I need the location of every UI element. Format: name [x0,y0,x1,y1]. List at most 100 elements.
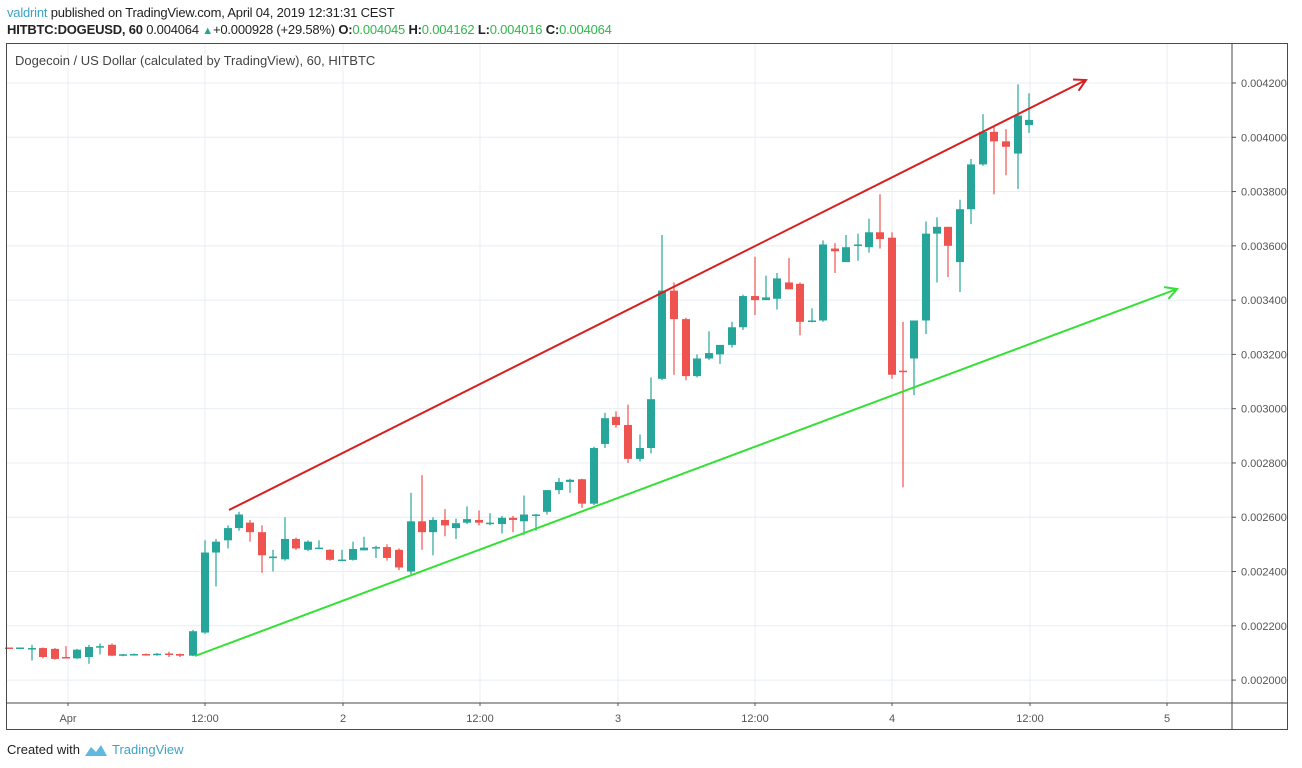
candle [418,475,426,550]
candle [944,226,952,278]
arrowhead-icon [1163,286,1179,300]
y-tick-label: 0.003800 [1241,187,1287,199]
candle [555,477,563,495]
candle [28,644,36,661]
chart-axes: 0.004200 0.004000 0.003800 0.003600 0.003400… [7,44,1288,730]
x-tick-label: 12:00 [741,713,769,725]
candle [246,519,254,542]
candle [130,653,138,656]
tradingview-logo-icon [84,744,107,756]
candle [831,243,839,273]
candle [441,509,449,537]
candle [842,234,850,263]
candle [509,515,517,533]
candle [888,232,896,379]
candle [796,282,804,336]
candle [773,272,781,310]
x-tick-label: 2 [340,713,346,725]
candle [39,647,47,659]
y-tick-label: 0.002600 [1241,512,1287,524]
candle [636,434,644,462]
high-label: H: [408,22,422,37]
candle [326,549,334,561]
chart-frame [6,43,1288,730]
candle [899,321,907,488]
candle [762,275,770,301]
x-tick-label: 12:00 [191,713,219,725]
arrowhead-icon [1072,78,1088,92]
candle [360,536,368,551]
candle [543,490,551,515]
candle [876,194,884,249]
candle [498,515,506,534]
candle [808,308,816,323]
candle [73,648,81,659]
upper-resistance-line[interactable] [228,78,1088,511]
low-value: 0.004016 [489,22,543,37]
tradingview-link[interactable]: TradingView [111,742,184,757]
candle [304,540,312,552]
y-tick-label: 0.003000 [1241,404,1287,416]
candle [176,653,184,658]
candle [201,540,209,634]
y-tick-label: 0.002000 [1241,675,1287,687]
candle [224,525,232,549]
created-with-text: Created with [7,742,80,757]
y-tick-label: 0.003600 [1241,241,1287,253]
candle [819,240,827,322]
candle [990,126,998,195]
candle [338,549,346,562]
candle [682,317,690,381]
candle [693,354,701,378]
symbol-name: HITBTC:DOGEUSD, 60 [7,22,143,37]
trendlines[interactable] [194,78,1179,657]
candle [395,548,403,571]
candle [739,294,747,330]
candle [670,282,678,375]
candle [5,647,13,650]
candle [910,320,918,396]
y-tick-label: 0.002200 [1241,621,1287,633]
candle [590,446,598,506]
x-tick-label: 12:00 [466,713,494,725]
low-label: L: [477,22,490,37]
candle [1002,129,1010,176]
lower-support-line[interactable] [194,286,1179,657]
candle [292,537,300,550]
candle [16,647,24,650]
footer: Created with TradingView [7,742,184,757]
candle [486,513,494,526]
candle [705,331,713,360]
candle [463,506,471,525]
candle [475,510,483,526]
candle [372,545,380,558]
candle [429,517,437,556]
candle [51,648,59,660]
candle [258,525,266,573]
y-tick-label: 0.004200 [1241,78,1287,90]
candle [865,218,873,253]
candle [624,404,632,463]
x-tick-label: 3 [615,713,621,725]
y-tick-label: 0.004000 [1241,132,1287,144]
chart-legend: Dogecoin / US Dollar (calculated by Trad… [15,53,376,68]
candle [785,258,793,290]
published-text: published on TradingView.com, April 04, … [47,5,395,20]
candle [349,541,357,561]
candle [142,653,150,656]
x-tick-label: 12:00 [1016,713,1044,725]
candle [1014,84,1022,189]
candlestick-series [5,84,1033,664]
candle [108,643,116,657]
x-tick-label: Apr [59,713,76,725]
publish-info: valdrint published on TradingView.com, A… [7,5,395,20]
x-tick-label: 5 [1164,713,1170,725]
candle [612,411,620,428]
candle [407,492,415,575]
close-value: 0.004064 [559,22,612,37]
author-link[interactable]: valdrint [7,5,48,20]
candle [566,478,574,493]
candle [165,651,173,658]
y-tick-label: 0.002800 [1241,458,1287,470]
